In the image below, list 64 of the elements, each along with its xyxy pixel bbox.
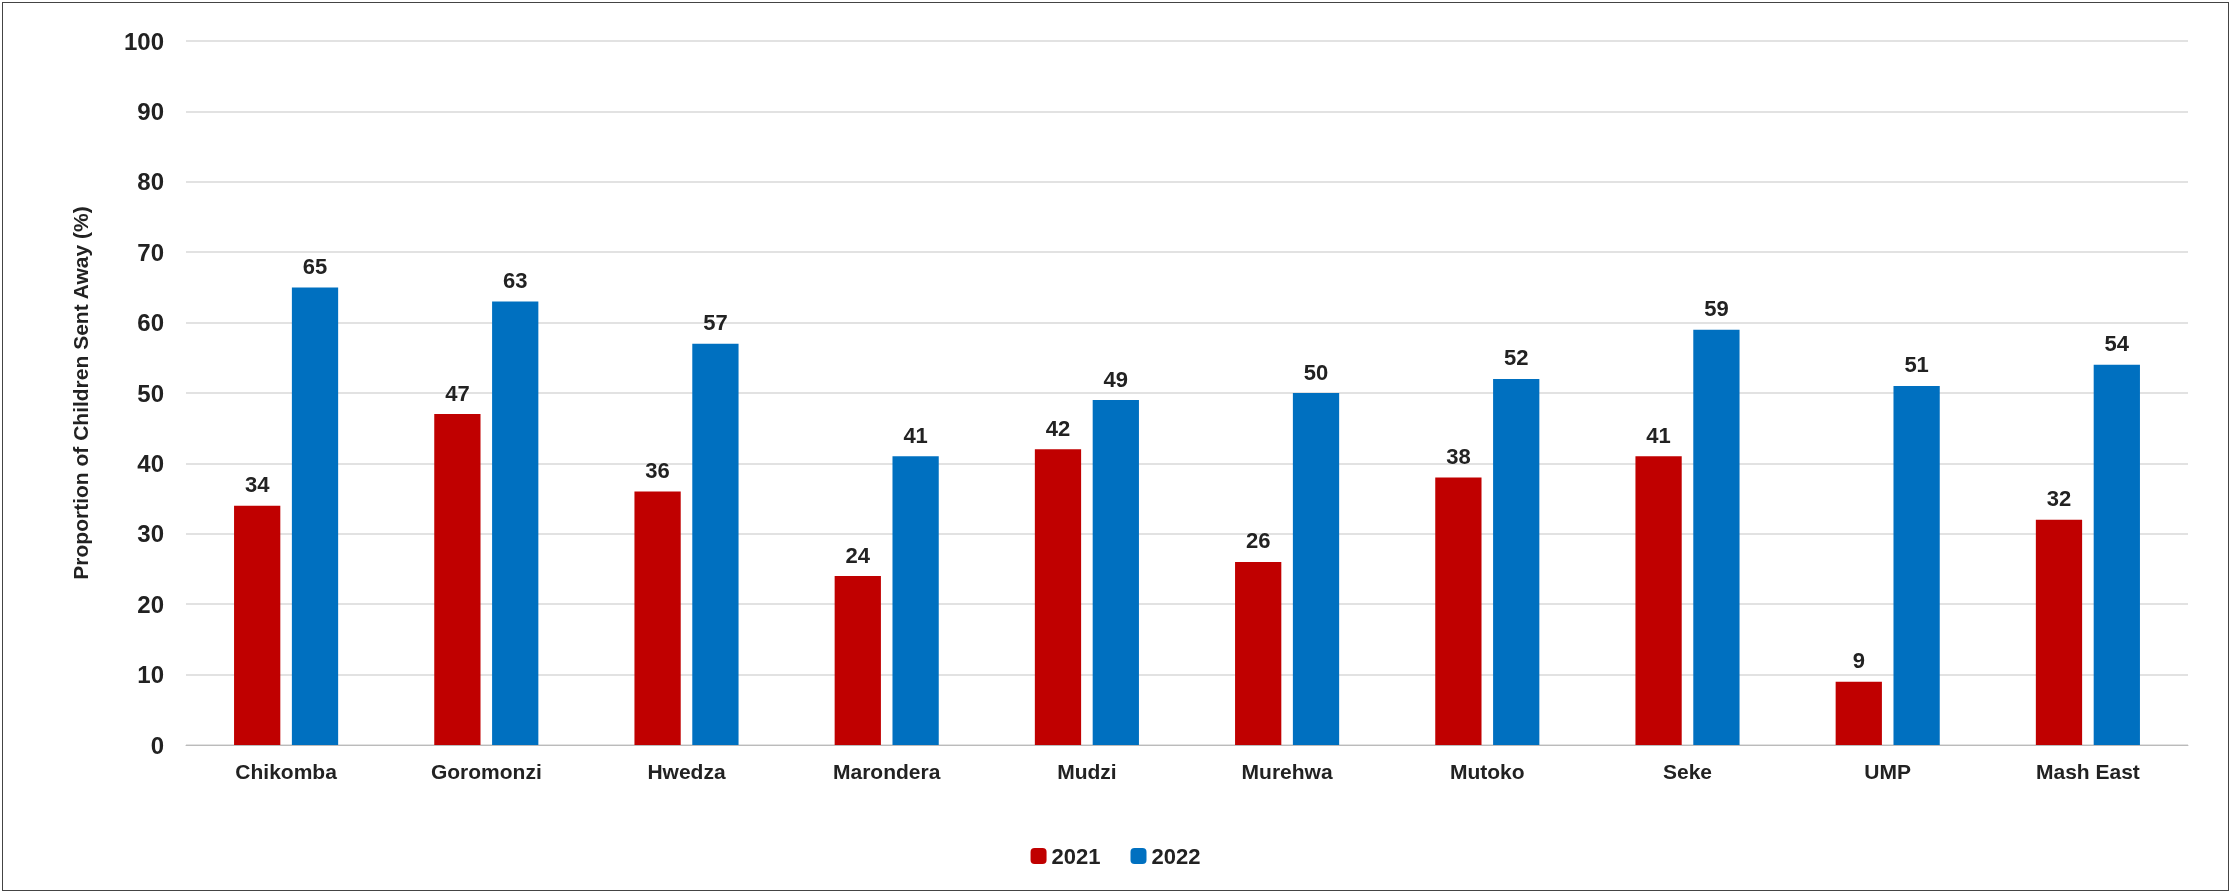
bar: [234, 505, 281, 745]
data-label: 24: [845, 542, 871, 568]
bar: [492, 301, 539, 745]
data-label: 59: [1704, 296, 1729, 322]
data-label: 42: [1045, 415, 1071, 441]
data-label: 41: [1646, 422, 1671, 448]
bar: [1235, 561, 1282, 745]
bar: [634, 491, 681, 745]
bar: [2035, 519, 2083, 745]
y-axis-title: Proportion of Children Sent Away (%): [69, 206, 92, 580]
bar: [892, 456, 939, 745]
bar: [1493, 378, 1540, 745]
y-tick-label: 10: [137, 661, 164, 689]
x-tick-label: Hwedza: [647, 760, 726, 783]
x-tick-label: Mash East: [2035, 760, 2140, 783]
x-tick-label: Goromonzi: [430, 760, 542, 783]
x-tick-label: Chikomba: [235, 760, 338, 783]
y-tick-label: 70: [137, 238, 164, 266]
data-label: 26: [1245, 528, 1271, 554]
data-label: 52: [1503, 345, 1529, 371]
bar: [834, 576, 881, 745]
x-tick-label: Murehwa: [1241, 760, 1333, 783]
y-tick-label: 40: [137, 449, 164, 477]
data-label: 51: [1904, 352, 1929, 378]
bar: [1034, 449, 1082, 745]
data-label: 32: [2046, 486, 2072, 512]
bar: [291, 287, 339, 745]
data-label: 54: [2104, 331, 2130, 357]
x-tick-label: Marondera: [833, 760, 941, 783]
bar: [1693, 329, 1740, 745]
y-tick-label: 60: [137, 309, 164, 337]
x-tick-label: Seke: [1662, 760, 1713, 783]
x-tick-label: UMP: [1864, 760, 1912, 783]
data-label: 41: [903, 422, 928, 448]
y-tick-label: 80: [137, 168, 164, 196]
x-tick-label: Mudzi: [1057, 760, 1117, 783]
y-tick-label: 90: [137, 97, 164, 125]
bar: [1835, 681, 1882, 745]
legend-label: 2022: [1151, 843, 1201, 869]
bar: [1292, 393, 1340, 745]
data-label: 65: [302, 253, 328, 279]
y-tick-label: 100: [123, 27, 164, 55]
y-tick-label: 50: [137, 379, 164, 407]
y-tick-label: 20: [137, 590, 164, 618]
bar: [1092, 400, 1139, 745]
bar: [1435, 477, 1482, 745]
bar: [1635, 456, 1682, 745]
data-label: 49: [1103, 366, 1129, 392]
legend-label: 2021: [1051, 843, 1101, 869]
bar: [434, 414, 481, 745]
data-label: 38: [1446, 443, 1471, 469]
data-label: 34: [244, 472, 271, 498]
data-label: 36: [645, 458, 670, 484]
bar: [692, 343, 739, 745]
x-tick-label: Mutoko: [1449, 760, 1525, 783]
bar: [2093, 364, 2140, 745]
y-tick-label: 0: [150, 731, 164, 759]
data-label: 63: [502, 267, 528, 293]
data-label: 50: [1303, 359, 1329, 385]
data-label: 47: [445, 380, 470, 406]
data-label: 9: [1852, 648, 1865, 674]
y-tick-label: 30: [137, 520, 164, 548]
bar: [1893, 385, 1940, 745]
data-label: 57: [703, 310, 728, 336]
